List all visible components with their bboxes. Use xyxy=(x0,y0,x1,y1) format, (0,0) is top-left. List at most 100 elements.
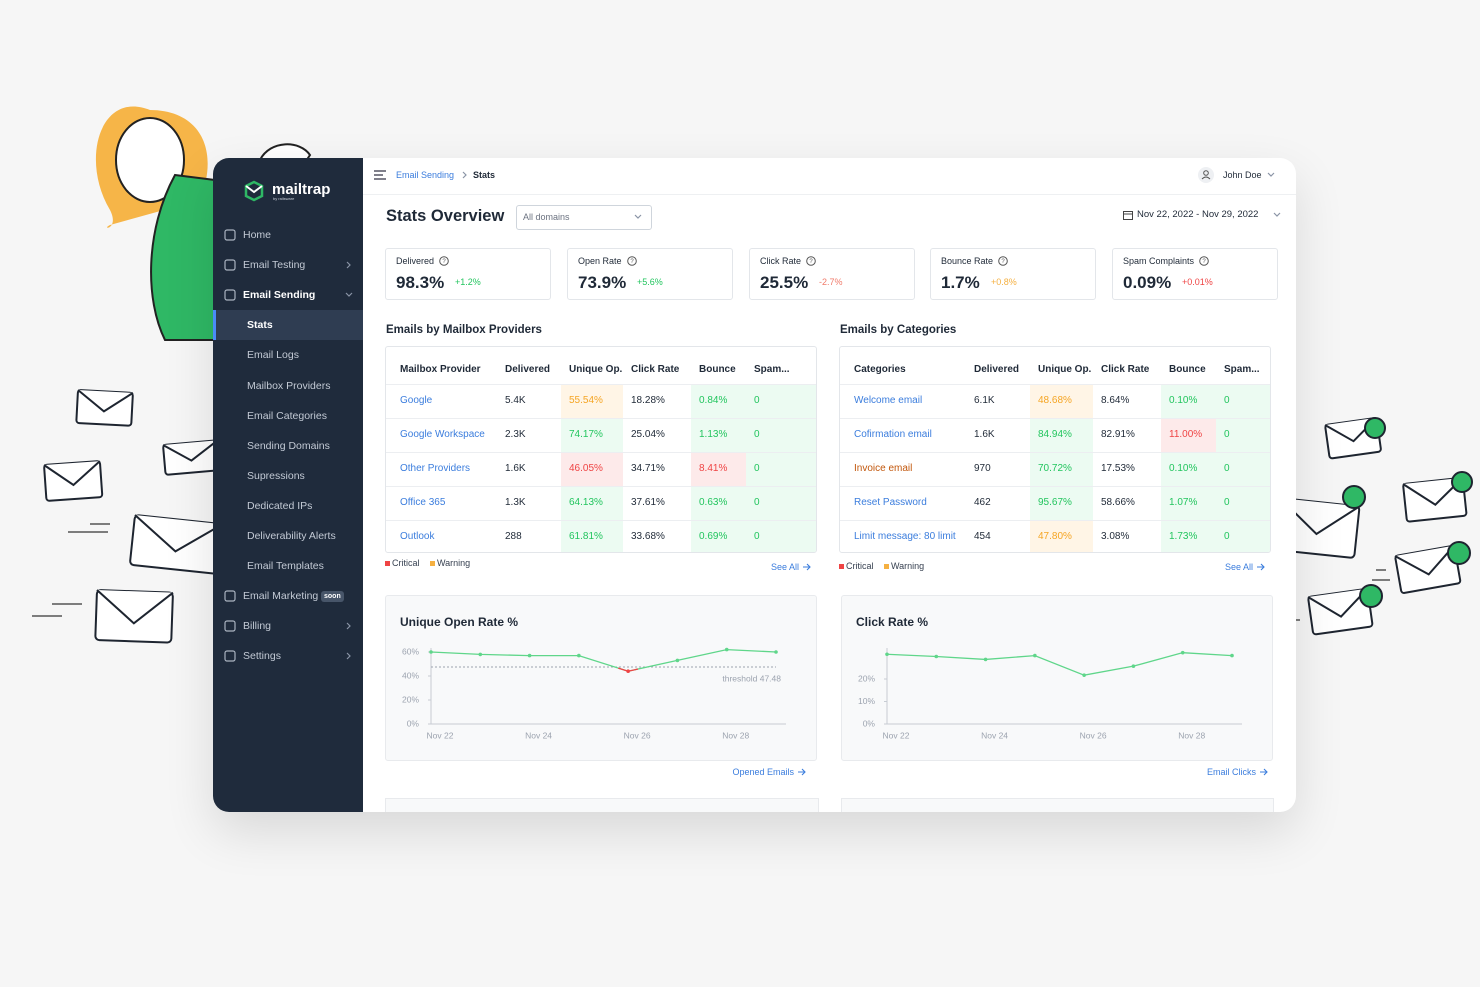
nav-item[interactable]: Email Testing xyxy=(243,259,306,272)
nav-item[interactable]: Email Sending xyxy=(243,289,316,302)
column-header: Unique Op. xyxy=(569,364,623,375)
see-all-link[interactable]: See All xyxy=(1224,562,1253,572)
nav-item[interactable]: Email Logs xyxy=(247,349,299,362)
kpi-card xyxy=(1112,248,1278,300)
cell-highlight xyxy=(561,453,623,486)
data-point xyxy=(1033,653,1037,658)
kpi-value: 73.9% xyxy=(578,273,627,292)
nav-item[interactable]: Deliverability Alerts xyxy=(247,530,336,542)
row-name[interactable]: Other Providers xyxy=(400,463,471,474)
nav-item[interactable]: Billing xyxy=(243,620,272,633)
cell-highlight xyxy=(1030,453,1093,486)
chart-footer-link[interactable]: Opened Emails xyxy=(732,767,794,777)
nav-item[interactable]: Stats xyxy=(247,319,273,332)
y-tick-label: 40% xyxy=(402,670,419,680)
y-tick-label: 20% xyxy=(858,673,875,683)
nav-item[interactable]: Dedicated IPs xyxy=(247,499,313,512)
table-cell: 462 xyxy=(974,497,991,508)
kpi-value: 0.09% xyxy=(1123,273,1172,292)
table-cell: 47.80% xyxy=(1038,531,1072,542)
nav-icon xyxy=(224,289,236,301)
row-divider xyxy=(840,452,1270,453)
chart-footer-link[interactable]: Email Clicks xyxy=(1206,767,1256,777)
kpi-value: 25.5% xyxy=(760,273,809,292)
cell-highlight xyxy=(1216,521,1270,552)
table-cell: 1.3K xyxy=(505,497,526,508)
table-cell: 11.00% xyxy=(1169,429,1203,440)
table-cell: 1.13% xyxy=(699,429,728,440)
row-name[interactable]: Google xyxy=(400,395,433,406)
column-header: Bounce xyxy=(1169,364,1206,375)
legend-label: Critical xyxy=(846,561,874,571)
row-name[interactable]: Welcome email xyxy=(854,395,923,406)
table-cell: 0.69% xyxy=(699,531,728,542)
table-cell: 0 xyxy=(1224,531,1230,542)
row-name[interactable]: Google Workspace xyxy=(400,429,485,440)
user-icon xyxy=(1198,167,1214,183)
x-tick-label: Nov 28 xyxy=(1178,730,1205,740)
kpi-card xyxy=(385,248,551,300)
cell-highlight xyxy=(691,385,746,418)
table-cell: 0.84% xyxy=(699,395,728,406)
domain-select[interactable] xyxy=(516,205,652,230)
user-name[interactable]: John Doe xyxy=(1223,170,1262,180)
nav-item[interactable]: Settings xyxy=(243,650,281,663)
help-icon: ? xyxy=(998,256,1008,266)
legend-label: Warning xyxy=(437,558,471,568)
nav-chevron xyxy=(345,292,353,298)
cell-highlight xyxy=(1216,385,1270,418)
nav-item[interactable]: Home xyxy=(243,229,272,241)
link-arrow xyxy=(1257,563,1265,571)
table-cell: 0 xyxy=(1224,497,1230,508)
data-point xyxy=(1131,664,1136,668)
row-name[interactable]: Office 365 xyxy=(400,497,446,508)
table-cell: 0 xyxy=(754,531,760,542)
nav-item[interactable]: Email Categories xyxy=(247,409,327,422)
svg-text:?: ? xyxy=(630,259,634,265)
nav-item[interactable]: Email Templates xyxy=(247,560,324,573)
row-name[interactable]: Cofirmation email xyxy=(854,429,932,440)
table-cell: 58.66% xyxy=(1101,497,1135,508)
nav-item[interactable]: Supressions xyxy=(247,469,305,482)
column-header: Delivered xyxy=(505,364,551,375)
table-cell: 18.28% xyxy=(631,395,665,406)
row-divider xyxy=(840,384,1270,385)
row-name[interactable]: Reset Password xyxy=(854,497,927,508)
link-arrow xyxy=(1260,768,1268,776)
row-name[interactable]: Outlook xyxy=(400,531,435,542)
breadcrumb-sep xyxy=(462,171,467,179)
cell-highlight xyxy=(1216,419,1270,452)
nav-item[interactable]: Mailbox Providers xyxy=(247,379,331,392)
svg-text:?: ? xyxy=(809,259,813,265)
help-icon: ? xyxy=(806,256,816,266)
table-cell: 1.07% xyxy=(1169,497,1198,508)
table-cell: 6.1K xyxy=(974,395,995,406)
data-point xyxy=(1230,653,1234,658)
see-all-link[interactable]: See All xyxy=(770,562,799,572)
breadcrumb-link[interactable]: Email Sending xyxy=(396,170,455,180)
logo-icon xyxy=(244,180,264,202)
table-cell: 0.10% xyxy=(1169,395,1198,406)
column-header: Mailbox Provider xyxy=(400,364,481,375)
envelopes xyxy=(43,389,1468,644)
date-range[interactable]: Nov 22, 2022 - Nov 29, 2022 xyxy=(1137,209,1259,220)
menu-icon xyxy=(374,170,386,180)
cell-highlight xyxy=(746,453,816,486)
kpi-value: 98.3% xyxy=(396,273,445,292)
nav-item[interactable]: Sending Domains xyxy=(247,439,330,452)
row-divider xyxy=(840,418,1270,419)
below-threshold-segment xyxy=(618,667,629,672)
nav-item[interactable]: Email Marketing xyxy=(243,590,319,603)
cell-highlight xyxy=(746,521,816,552)
row-name[interactable]: Invoice email xyxy=(854,463,913,474)
row-name[interactable]: Limit message: 80 limit xyxy=(854,531,956,542)
user-chevron xyxy=(1267,172,1275,177)
nav-icon xyxy=(224,650,236,662)
legend-swatch xyxy=(839,564,844,569)
table: Categories Delivered Unique Op. Click Rate B… xyxy=(839,346,1271,553)
help-icon: ? xyxy=(1199,256,1209,266)
column-header: Unique Op. xyxy=(1038,364,1092,375)
legend-label: Warning xyxy=(891,561,925,571)
column-header: Click Rate xyxy=(1101,364,1150,375)
